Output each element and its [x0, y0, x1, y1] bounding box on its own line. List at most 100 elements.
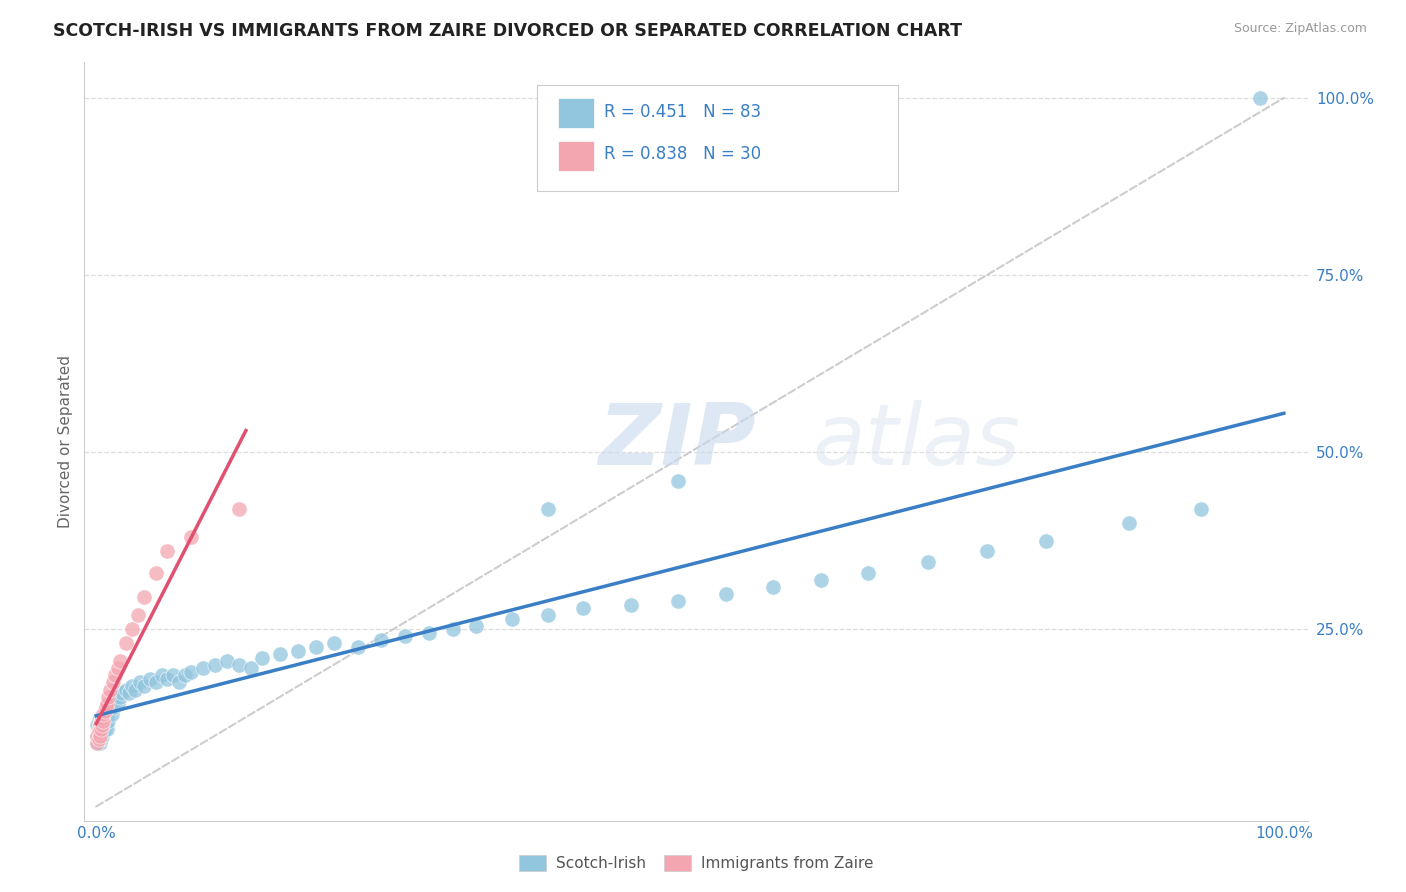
Point [87, 732, 110, 747]
Point [93, 722, 115, 736]
Point [115, 682, 138, 697]
Point [1189, 501, 1212, 516]
Point [108, 690, 131, 704]
Point [101, 697, 124, 711]
Point [305, 640, 328, 654]
Point [87, 725, 110, 739]
Point [252, 650, 274, 665]
FancyBboxPatch shape [537, 85, 898, 191]
Point [536, 501, 558, 516]
Point [394, 629, 416, 643]
Point [89, 729, 111, 743]
Point [132, 679, 155, 693]
Point [86, 729, 108, 743]
Y-axis label: Divorced or Separated: Divorced or Separated [58, 355, 73, 528]
Point [762, 580, 785, 594]
Point [100, 700, 122, 714]
Point [96, 722, 118, 736]
Point [96, 697, 118, 711]
Point [132, 591, 155, 605]
Point [129, 675, 152, 690]
Point [104, 693, 127, 707]
Point [191, 661, 214, 675]
Point [441, 623, 464, 637]
Point [121, 623, 143, 637]
Point [86, 729, 108, 743]
Point [1035, 533, 1057, 548]
Point [810, 573, 832, 587]
Bar [558, 98, 595, 128]
Point [418, 625, 440, 640]
Point [91, 718, 114, 732]
Point [620, 598, 643, 612]
Point [93, 718, 115, 732]
Point [86, 718, 108, 732]
Point [107, 697, 129, 711]
Point [108, 654, 131, 668]
Point [228, 657, 250, 672]
Point [91, 729, 114, 743]
Point [287, 643, 309, 657]
Point [89, 718, 111, 732]
Text: R = 0.838   N = 30: R = 0.838 N = 30 [605, 145, 762, 163]
Point [94, 711, 117, 725]
Point [714, 587, 737, 601]
Point [917, 555, 939, 569]
Point [501, 612, 523, 626]
Point [107, 661, 129, 675]
Point [465, 619, 488, 633]
Point [103, 700, 125, 714]
Point [145, 675, 167, 690]
Point [269, 647, 291, 661]
Point [89, 711, 111, 725]
Point [115, 636, 138, 650]
Point [104, 668, 127, 682]
Point [204, 657, 226, 672]
Point [156, 672, 179, 686]
Point [89, 736, 111, 750]
Point [100, 682, 122, 697]
Point [93, 725, 115, 739]
Point [572, 601, 595, 615]
Point [174, 668, 197, 682]
Point [93, 707, 115, 722]
Point [94, 718, 117, 732]
Point [856, 566, 879, 580]
Point [370, 632, 392, 647]
Legend: Scotch-Irish, Immigrants from Zaire: Scotch-Irish, Immigrants from Zaire [513, 849, 879, 878]
Point [118, 686, 141, 700]
Point [89, 718, 111, 732]
Text: R = 0.451   N = 83: R = 0.451 N = 83 [605, 103, 762, 120]
Point [98, 704, 121, 718]
Point [97, 714, 120, 729]
Point [150, 668, 173, 682]
Point [93, 714, 115, 729]
Point [138, 672, 160, 686]
Point [156, 544, 179, 558]
Point [976, 544, 998, 558]
Bar [558, 141, 595, 171]
Point [127, 608, 149, 623]
Point [90, 714, 112, 729]
Point [93, 714, 115, 729]
Point [100, 707, 122, 722]
Point [121, 679, 143, 693]
Point [228, 501, 250, 516]
Point [91, 711, 114, 725]
Text: atlas: atlas [813, 400, 1021, 483]
Text: ZIP: ZIP [598, 400, 756, 483]
Point [145, 566, 167, 580]
Text: Source: ZipAtlas.com: Source: ZipAtlas.com [1233, 22, 1367, 36]
Point [180, 530, 202, 544]
Point [87, 722, 110, 736]
Point [536, 608, 558, 623]
Point [180, 665, 202, 679]
Point [93, 707, 115, 722]
Point [87, 722, 110, 736]
Point [666, 474, 689, 488]
Point [90, 722, 112, 736]
Point [93, 704, 115, 718]
Point [239, 661, 262, 675]
Point [90, 725, 112, 739]
Point [91, 722, 114, 736]
